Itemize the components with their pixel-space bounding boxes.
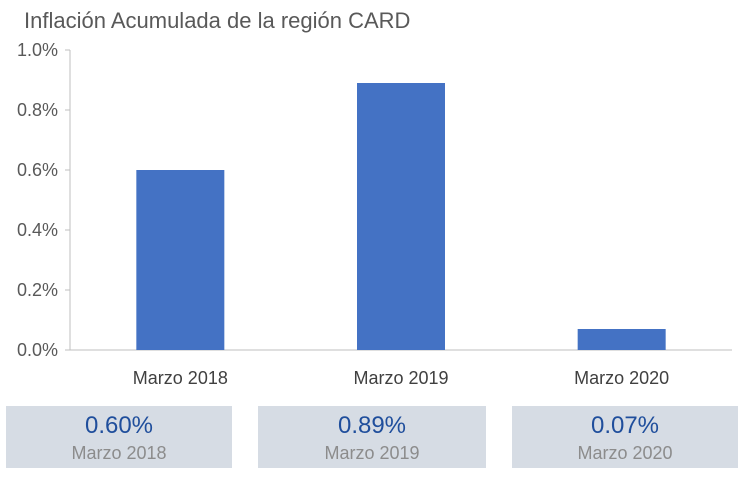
y-tick-label: 0.0% [17,340,58,360]
card-value: 0.07% [590,412,660,439]
card-value: 0.89% [337,412,407,439]
y-tick-label: 0.8% [17,100,58,120]
bar [357,83,445,350]
bar [577,329,666,350]
y-tick-label: 0.4% [17,220,58,240]
y-tick-label: 1.0% [17,40,58,60]
x-tick-label: Marzo 2018 [133,368,228,388]
summary-cards: 0.60% Marzo 2018 0.89% Marzo 2019 0.07% … [0,406,742,468]
card-label: Marzo 2019 [324,443,420,463]
summary-card-2018: 0.60% Marzo 2018 [6,406,232,468]
bar [136,170,225,350]
y-tick-label: 0.2% [17,280,58,300]
card-label: Marzo 2020 [577,443,673,463]
card-label: Marzo 2018 [71,443,167,463]
bar-chart: 0.0% 0.2% 0.4% 0.6% 0.8% 1.0% Marzo 2018 Marzo … [17,40,732,388]
card-value: 0.60% [84,412,154,439]
chart-title: Inflación Acumulada de la región CARD [24,8,411,33]
x-tick-label: Marzo 2020 [574,368,669,388]
summary-card-2020: 0.07% Marzo 2020 [512,406,738,468]
summary-card-2019: 0.89% Marzo 2019 [258,406,486,468]
y-tick-label: 0.6% [17,160,58,180]
x-tick-label: Marzo 2019 [353,368,448,388]
